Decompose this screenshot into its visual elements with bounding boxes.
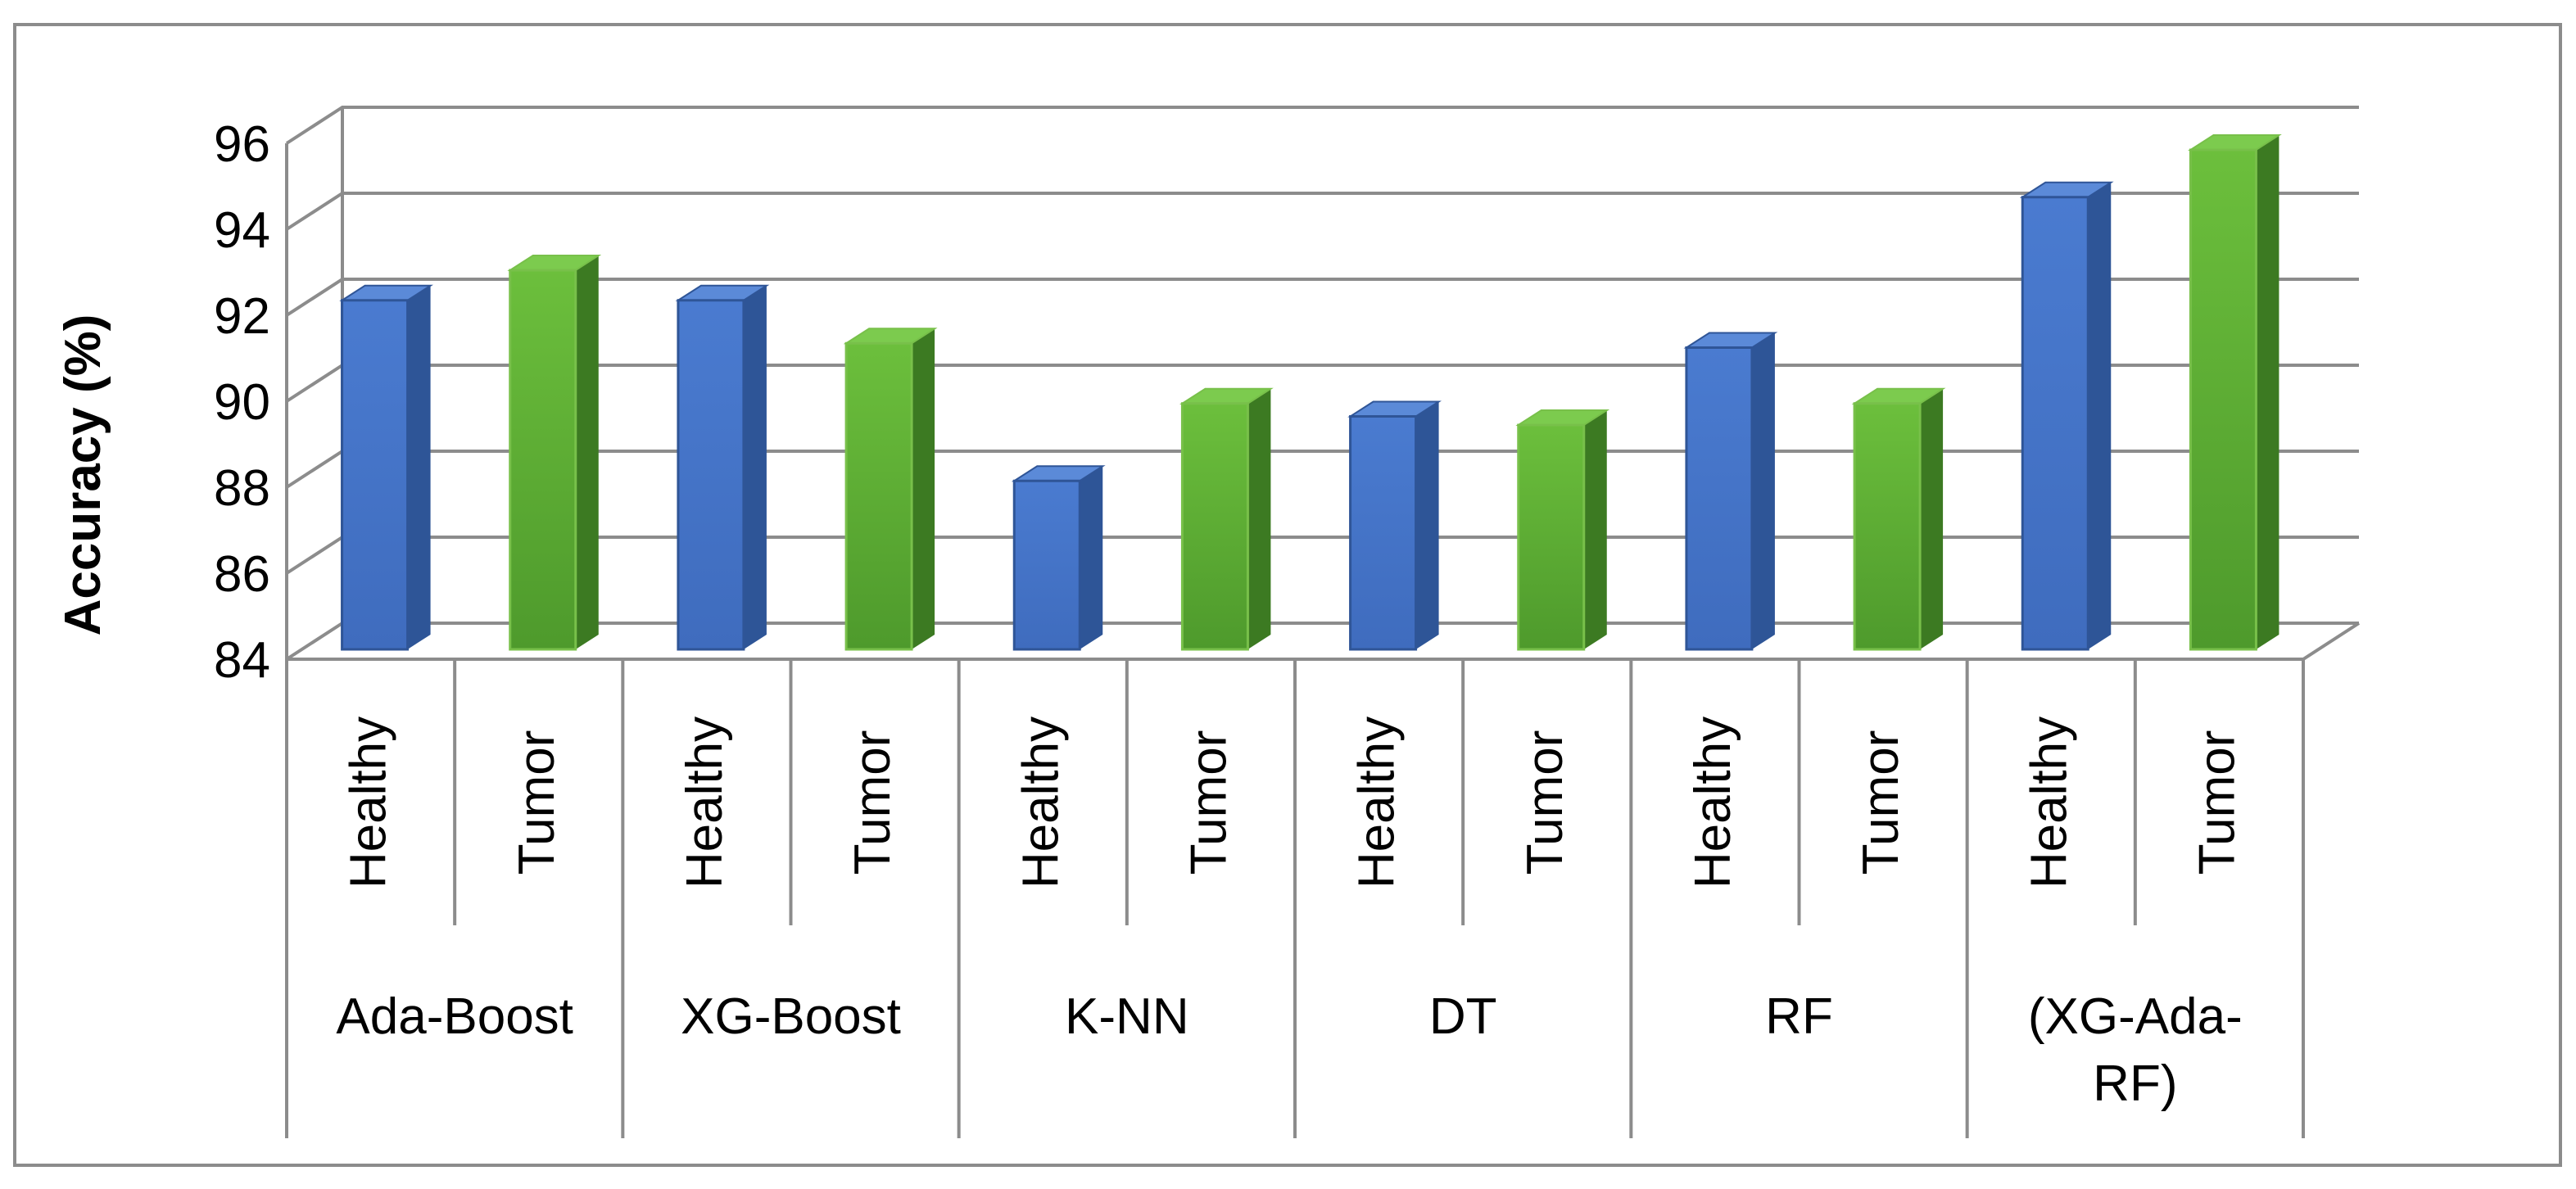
bar-front bbox=[677, 299, 745, 651]
group-label: DT bbox=[1429, 988, 1497, 1045]
bar-k-nn-tumor bbox=[1179, 387, 1274, 651]
x-tick-label: Healthy bbox=[1012, 717, 1069, 888]
bar-rf-tumor bbox=[1851, 387, 1946, 651]
bar-front bbox=[2189, 148, 2257, 651]
bar-side bbox=[1751, 332, 1775, 649]
gridline bbox=[285, 106, 2359, 145]
bar-rf-healthy bbox=[1683, 332, 1778, 651]
bar-k-nn-healthy bbox=[1011, 465, 1106, 651]
group-label-line: DT bbox=[1429, 988, 1497, 1045]
y-axis: 84 86 88 90 92 94 96 bbox=[214, 116, 270, 689]
bar-side bbox=[743, 285, 767, 649]
bar-side bbox=[1247, 388, 1271, 649]
y-tick-label: 86 bbox=[214, 546, 270, 603]
y-tick-label: 92 bbox=[214, 288, 270, 345]
y-tick-label: 88 bbox=[214, 460, 270, 517]
bar-front bbox=[2021, 196, 2089, 651]
bar-front bbox=[1517, 423, 1586, 651]
bar-side bbox=[407, 285, 431, 649]
y-tick-label: 96 bbox=[214, 116, 270, 173]
x-tick-label: Tumor bbox=[509, 730, 565, 875]
x-axis: Healthy Tumor Healthy Tumor Healthy Tumor Heal… bbox=[285, 659, 2305, 1138]
bar-side bbox=[1920, 388, 1944, 649]
bar-ada-boost-tumor bbox=[507, 255, 602, 651]
bar-front bbox=[341, 299, 410, 651]
bar-front bbox=[1349, 415, 1418, 651]
bar-side bbox=[2256, 135, 2279, 649]
bar-front bbox=[509, 269, 577, 651]
group-label-line: Ada-Boost bbox=[336, 988, 573, 1045]
group-label: RF bbox=[1765, 988, 1833, 1045]
bar-side bbox=[1415, 401, 1439, 649]
y-tick-label: 94 bbox=[214, 202, 270, 259]
y-tick-label: 84 bbox=[214, 632, 270, 689]
x-tick-label: Tumor bbox=[1853, 730, 1909, 875]
bar-dt-tumor bbox=[1515, 409, 1610, 651]
gridline bbox=[285, 278, 2359, 317]
bars bbox=[339, 134, 2282, 651]
group-label: (XG-Ada- RF) bbox=[2028, 988, 2243, 1112]
group-label-line: RF) bbox=[2093, 1056, 2177, 1112]
bar-xg-ada-rf-tumor bbox=[2188, 134, 2282, 651]
x-tick-label: Healthy bbox=[1685, 717, 1741, 888]
bar-front bbox=[1853, 402, 1922, 651]
group-label: K-NN bbox=[1065, 988, 1189, 1045]
x-tick-label: Tumor bbox=[844, 730, 901, 875]
bar-side bbox=[2088, 182, 2112, 649]
y-tick-label: 90 bbox=[214, 374, 270, 431]
x-tick-label: Healthy bbox=[677, 717, 733, 888]
x-tick-label: Healthy bbox=[2021, 717, 2077, 888]
bar-side bbox=[575, 255, 599, 649]
x-tick-label: Tumor bbox=[1180, 730, 1237, 875]
x-tick-label: Tumor bbox=[2189, 730, 2245, 875]
bar-ada-boost-healthy bbox=[339, 284, 433, 651]
group-label: Ada-Boost bbox=[336, 988, 573, 1045]
x-tick-label: Healthy bbox=[341, 717, 397, 888]
bar-front bbox=[1685, 346, 1754, 651]
group-label-line: (XG-Ada- bbox=[2028, 988, 2243, 1045]
group-label-line: K-NN bbox=[1065, 988, 1189, 1045]
x-tick-label: Tumor bbox=[1517, 730, 1573, 875]
bar-front bbox=[844, 341, 913, 651]
group-label: XG-Boost bbox=[681, 988, 901, 1045]
outer-border bbox=[13, 23, 2562, 1167]
bar-xg-boost-healthy bbox=[675, 284, 770, 651]
bar-xg-ada-rf-healthy bbox=[2019, 181, 2114, 651]
y-axis-label: Accuracy (%) bbox=[55, 314, 111, 636]
group-label-line: RF bbox=[1765, 988, 1833, 1045]
bar-side bbox=[1080, 466, 1103, 649]
x-tick-label: Healthy bbox=[1349, 717, 1406, 888]
bar-front bbox=[1180, 402, 1249, 651]
bar-side bbox=[912, 328, 935, 649]
bar-xg-boost-tumor bbox=[843, 328, 938, 651]
bar-side bbox=[1583, 410, 1607, 649]
bar-dt-healthy bbox=[1347, 400, 1442, 651]
bar-front bbox=[1012, 479, 1081, 651]
group-label-line: XG-Boost bbox=[681, 988, 901, 1045]
gridline bbox=[285, 192, 2359, 231]
